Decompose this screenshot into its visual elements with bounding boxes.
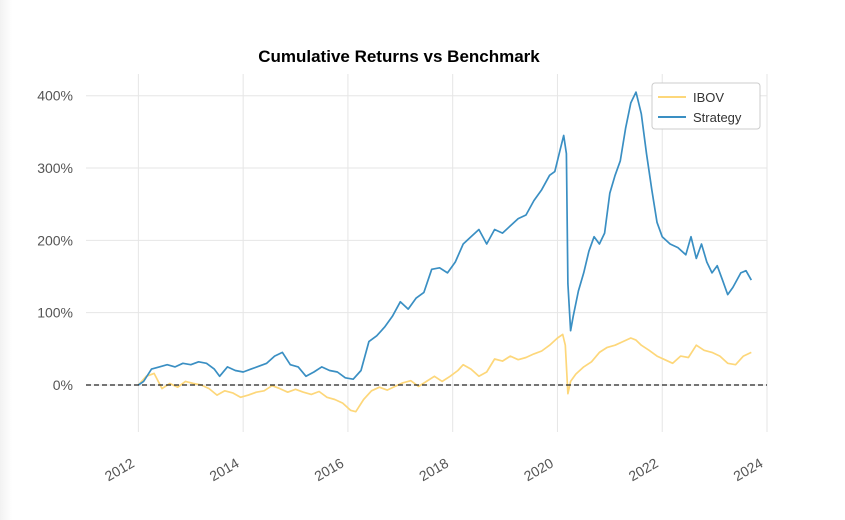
series-lines <box>137 91 753 413</box>
x-tick-label: 2022 <box>626 455 661 485</box>
x-axis-tick-labels: 2012 2014 2016 2018 2020 2022 2024 <box>102 455 766 485</box>
legend-label-strategy: Strategy <box>693 110 742 125</box>
left-edge-shade <box>0 0 12 520</box>
x-tick-label: 2016 <box>311 455 346 485</box>
x-tick-label: 2014 <box>207 455 242 485</box>
chart-legend: IBOV Strategy <box>651 82 761 130</box>
x-tick-label: 2024 <box>731 455 766 485</box>
y-tick-label: 0% <box>53 377 73 393</box>
series-line-strategy <box>137 91 753 386</box>
y-tick-label: 400% <box>37 88 73 104</box>
x-tick-label: 2012 <box>102 455 137 485</box>
x-tick-label: 2018 <box>416 455 451 485</box>
chart-title: Cumulative Returns vs Benchmark <box>258 47 540 66</box>
y-tick-label: 100% <box>37 305 73 321</box>
series-line-ibov <box>137 333 752 413</box>
y-tick-label: 200% <box>37 232 73 248</box>
y-tick-label: 300% <box>37 160 73 176</box>
y-axis-tick-labels: 0% 100% 200% 300% 400% <box>37 88 73 393</box>
x-tick-label: 2020 <box>521 455 556 485</box>
legend-label-ibov: IBOV <box>693 90 724 105</box>
